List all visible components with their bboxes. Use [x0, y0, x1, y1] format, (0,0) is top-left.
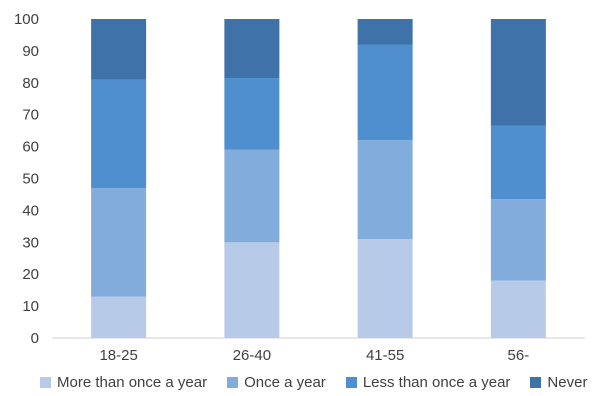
y-tick-label: 50 [22, 171, 39, 188]
y-tick-label: 30 [22, 234, 39, 251]
bar-segment [91, 296, 147, 338]
legend-swatch [40, 376, 51, 388]
legend-item: Never [530, 374, 587, 391]
legend-swatch [530, 376, 542, 388]
legend-label: Never [547, 373, 588, 391]
bar-segment [357, 19, 413, 45]
legend-item: More than once a year [40, 374, 207, 391]
y-tick-label: 70 [22, 107, 39, 124]
bar-segment [357, 44, 413, 141]
legend-item: Once a year [227, 374, 326, 391]
y-tick-label: 80 [22, 75, 39, 92]
legend-swatch [345, 376, 357, 388]
y-tick-label: 100 [14, 11, 39, 28]
x-tick-label: 26-40 [233, 347, 271, 364]
bar-segment [91, 19, 147, 80]
legend-item: Less than once a year [345, 373, 511, 391]
y-tick-label: 0 [31, 330, 39, 347]
bar-segment [357, 239, 413, 338]
bar-segment [91, 188, 147, 297]
y-tick-label: 10 [22, 298, 39, 315]
legend-label: Once a year [244, 373, 326, 391]
y-tick-label: 60 [22, 139, 39, 156]
legend: More than once a year Once a year Less t… [40, 371, 590, 393]
legend-label: Less than once a year [362, 373, 511, 391]
bar-segment [224, 149, 280, 243]
bar-segment [224, 78, 280, 150]
legend-swatch [227, 376, 239, 388]
y-tick-label: 90 [22, 43, 39, 60]
x-tick-label: 56- [508, 347, 530, 364]
bar-segment [490, 19, 546, 126]
bar-segment [91, 79, 147, 189]
y-tick-label: 40 [22, 202, 39, 219]
bar-segment [490, 199, 546, 281]
x-tick-label: 18-25 [99, 347, 137, 364]
bar-segment [224, 19, 280, 79]
bar-segment [490, 280, 546, 338]
bar-segment [224, 242, 280, 338]
bar-segment [357, 140, 413, 240]
bar-segment [490, 125, 546, 200]
x-tick-label: 41-55 [366, 347, 404, 364]
y-tick-label: 20 [22, 266, 39, 283]
legend-label: More than once a year [57, 373, 208, 391]
